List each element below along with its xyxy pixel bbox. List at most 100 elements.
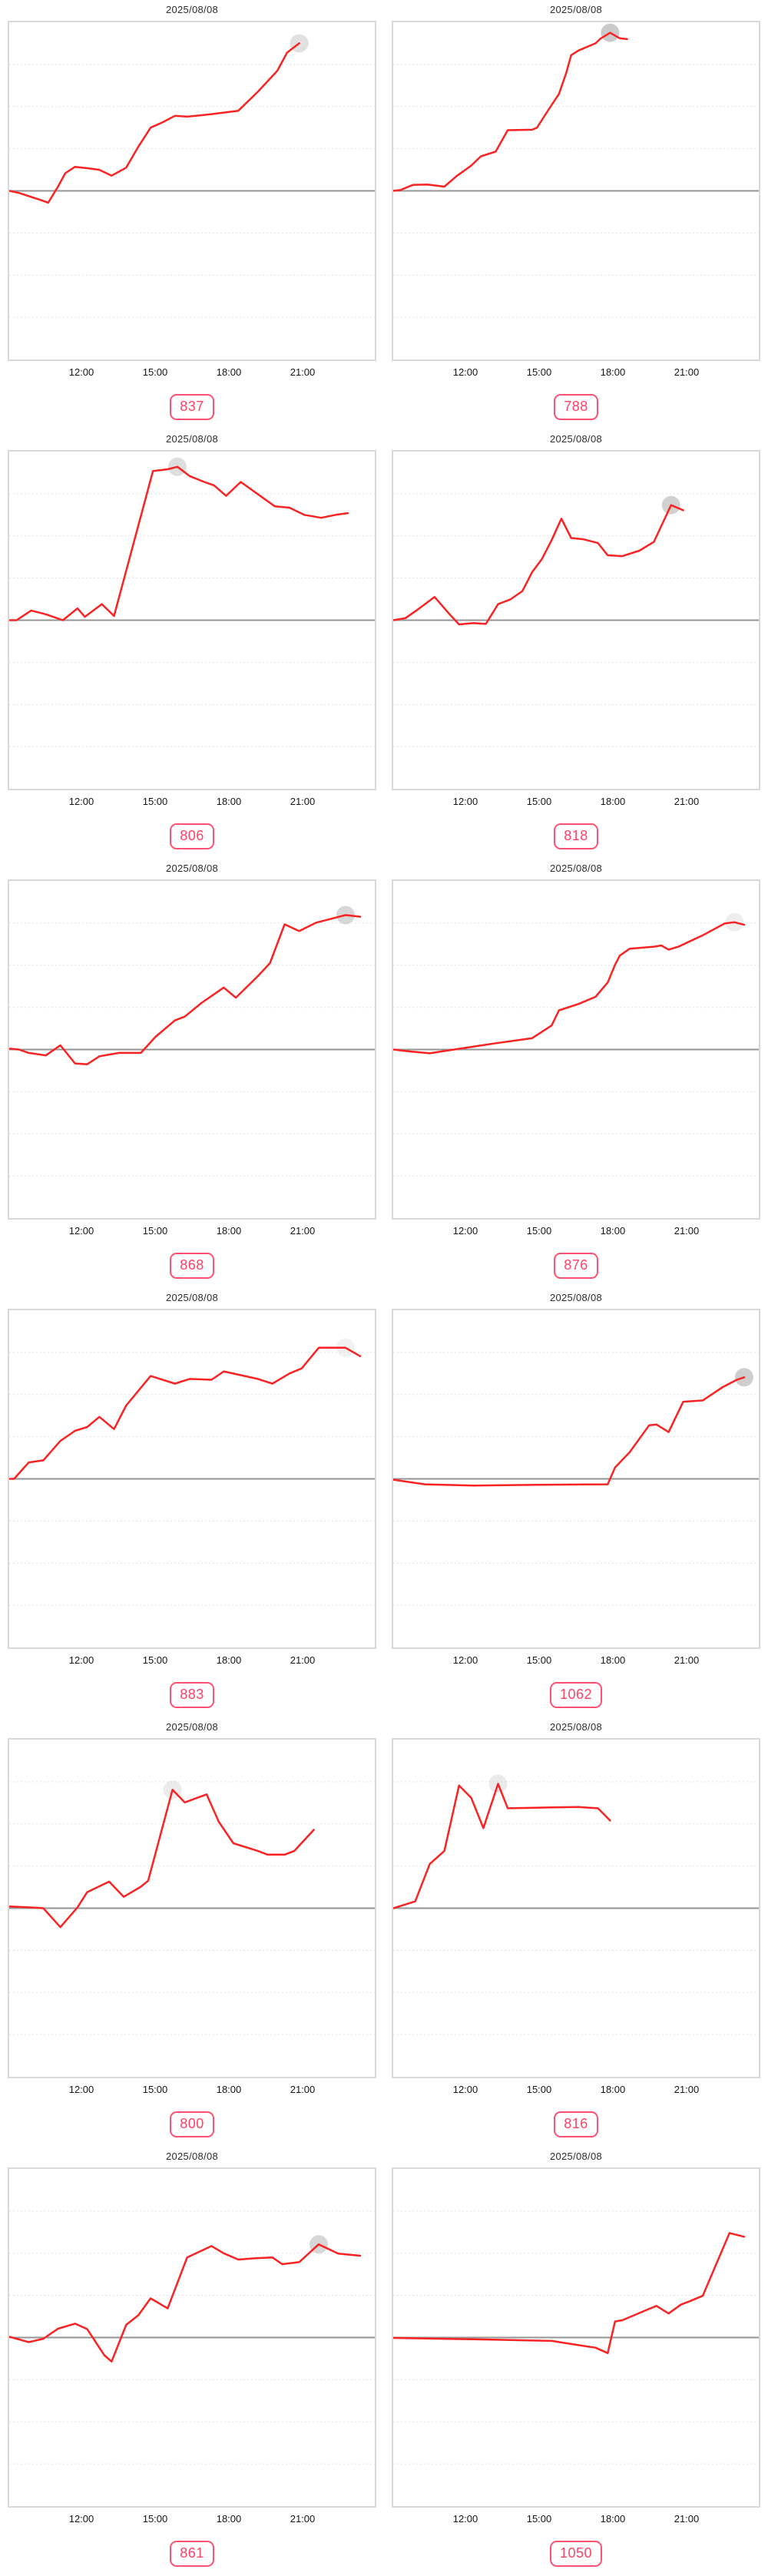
x-tick-label: 15:00: [142, 2513, 168, 2525]
x-tick-label: 12:00: [68, 1654, 94, 1666]
chart-plot-area: [392, 2167, 760, 2508]
x-tick-label: 21:00: [674, 2513, 700, 2525]
chart-badge[interactable]: 883: [170, 1682, 214, 1708]
price-line: [9, 465, 349, 621]
badge-row: 806: [0, 823, 384, 849]
x-axis-ticks: 12:00 15:00 18:00 21:00: [8, 796, 376, 810]
chart-badge[interactable]: 837: [170, 394, 214, 420]
badge-row: 837: [0, 394, 384, 420]
badge-row: 883: [0, 1682, 384, 1708]
chart-card: 2025/08/08 12:00 15:00 18:00 21:00 837: [0, 0, 384, 429]
x-tick-label: 21:00: [290, 2513, 316, 2525]
badge-row: 1062: [384, 1682, 768, 1708]
chart-badge[interactable]: 861: [170, 2541, 214, 2567]
badge-row: 876: [384, 1253, 768, 1279]
chart-badge[interactable]: 1050: [549, 2541, 603, 2567]
x-tick-label: 18:00: [216, 1225, 242, 1237]
chart-title: 2025/08/08: [165, 1721, 219, 1733]
line-chart-svg: [393, 493, 759, 747]
x-tick-label: 18:00: [216, 796, 242, 807]
x-tick-label: 21:00: [674, 2084, 700, 2095]
chart-badge[interactable]: 818: [554, 823, 598, 849]
line-chart-svg: [393, 1774, 759, 2035]
line-chart-svg: [9, 906, 375, 1177]
chart-badge[interactable]: 816: [554, 2111, 598, 2137]
x-tick-label: 21:00: [290, 1225, 316, 1237]
chart-title: 2025/08/08: [549, 1721, 603, 1733]
chart-title: 2025/08/08: [549, 433, 603, 445]
x-tick-label: 12:00: [68, 796, 94, 807]
x-tick-label: 12:00: [452, 2084, 478, 2095]
price-line: [9, 2243, 362, 2363]
badge-row: 1050: [384, 2541, 768, 2567]
x-axis-ticks: 12:00 15:00 18:00 21:00: [392, 1654, 760, 1668]
x-axis-ticks: 12:00 15:00 18:00 21:00: [392, 1225, 760, 1239]
price-line: [9, 914, 362, 1065]
x-tick-label: 18:00: [600, 366, 626, 378]
price-line: [393, 921, 746, 1055]
badge-row: 788: [384, 394, 768, 420]
x-tick-label: 21:00: [290, 366, 316, 378]
line-chart-svg: [393, 1352, 759, 1606]
line-chart-svg: [393, 23, 759, 318]
x-tick-label: 18:00: [216, 2513, 242, 2525]
x-tick-label: 15:00: [526, 796, 552, 807]
badge-row: 861: [0, 2541, 384, 2567]
chart-card: 2025/08/08 12:00 15:00 18:00 21:00 861: [0, 2147, 384, 2576]
chart-title: 2025/08/08: [165, 433, 219, 445]
chart-card: 2025/08/08 12:00 15:00 18:00 21:00 883: [0, 1288, 384, 1717]
chart-title: 2025/08/08: [549, 2151, 603, 2162]
x-tick-label: 15:00: [526, 1654, 552, 1666]
x-tick-label: 15:00: [526, 366, 552, 378]
line-chart-svg: [9, 2210, 375, 2465]
chart-card: 2025/08/08 12:00 15:00 18:00 21:00 1062: [384, 1288, 768, 1717]
chart-title: 2025/08/08: [165, 4, 219, 15]
x-axis-ticks: 12:00 15:00 18:00 21:00: [8, 1225, 376, 1239]
badge-row: 816: [384, 2111, 768, 2137]
line-chart-svg: [9, 1780, 375, 2035]
x-tick-label: 15:00: [526, 2084, 552, 2095]
x-axis-ticks: 12:00 15:00 18:00 21:00: [8, 366, 376, 380]
chart-card: 2025/08/08 12:00 15:00 18:00 21:00 876: [384, 859, 768, 1288]
price-line: [9, 1346, 362, 1480]
x-tick-label: 18:00: [216, 2084, 242, 2095]
x-tick-label: 12:00: [452, 2513, 478, 2525]
badge-row: 800: [0, 2111, 384, 2137]
x-tick-label: 12:00: [452, 796, 478, 807]
chart-badge[interactable]: 876: [554, 1253, 598, 1279]
x-axis-ticks: 12:00 15:00 18:00 21:00: [8, 1654, 376, 1668]
x-tick-label: 21:00: [674, 366, 700, 378]
line-chart-svg: [9, 457, 375, 747]
chart-plot-area: [8, 1309, 376, 1649]
x-tick-label: 21:00: [674, 1225, 700, 1237]
badge-row: 868: [0, 1253, 384, 1279]
x-tick-label: 21:00: [290, 796, 316, 807]
price-line: [393, 504, 684, 626]
x-tick-label: 21:00: [674, 796, 700, 807]
x-tick-label: 15:00: [526, 2513, 552, 2525]
x-tick-label: 18:00: [216, 1654, 242, 1666]
x-tick-label: 18:00: [600, 2513, 626, 2525]
chart-badge[interactable]: 868: [170, 1253, 214, 1279]
x-axis-ticks: 12:00 15:00 18:00 21:00: [392, 796, 760, 810]
chart-badge[interactable]: 1062: [549, 1682, 603, 1708]
chart-badge[interactable]: 806: [170, 823, 214, 849]
x-axis-ticks: 12:00 15:00 18:00 21:00: [8, 2084, 376, 2098]
chart-title: 2025/08/08: [549, 4, 603, 15]
chart-badge[interactable]: 788: [554, 394, 598, 420]
x-tick-label: 12:00: [68, 366, 94, 378]
chart-plot-area: [8, 450, 376, 790]
x-tick-label: 18:00: [600, 1225, 626, 1237]
price-line: [9, 42, 300, 204]
price-line: [9, 1789, 315, 1929]
x-tick-label: 15:00: [142, 366, 168, 378]
x-tick-label: 21:00: [290, 2084, 316, 2095]
chart-plot-area: [392, 450, 760, 790]
chart-badge[interactable]: 800: [170, 2111, 214, 2137]
chart-plot-area: [392, 21, 760, 361]
chart-title: 2025/08/08: [165, 2151, 219, 2162]
chart-plot-area: [392, 879, 760, 1220]
chart-plot-area: [8, 2167, 376, 2508]
chart-title: 2025/08/08: [165, 863, 219, 874]
chart-card: 2025/08/08 12:00 15:00 18:00 21:00 868: [0, 859, 384, 1288]
